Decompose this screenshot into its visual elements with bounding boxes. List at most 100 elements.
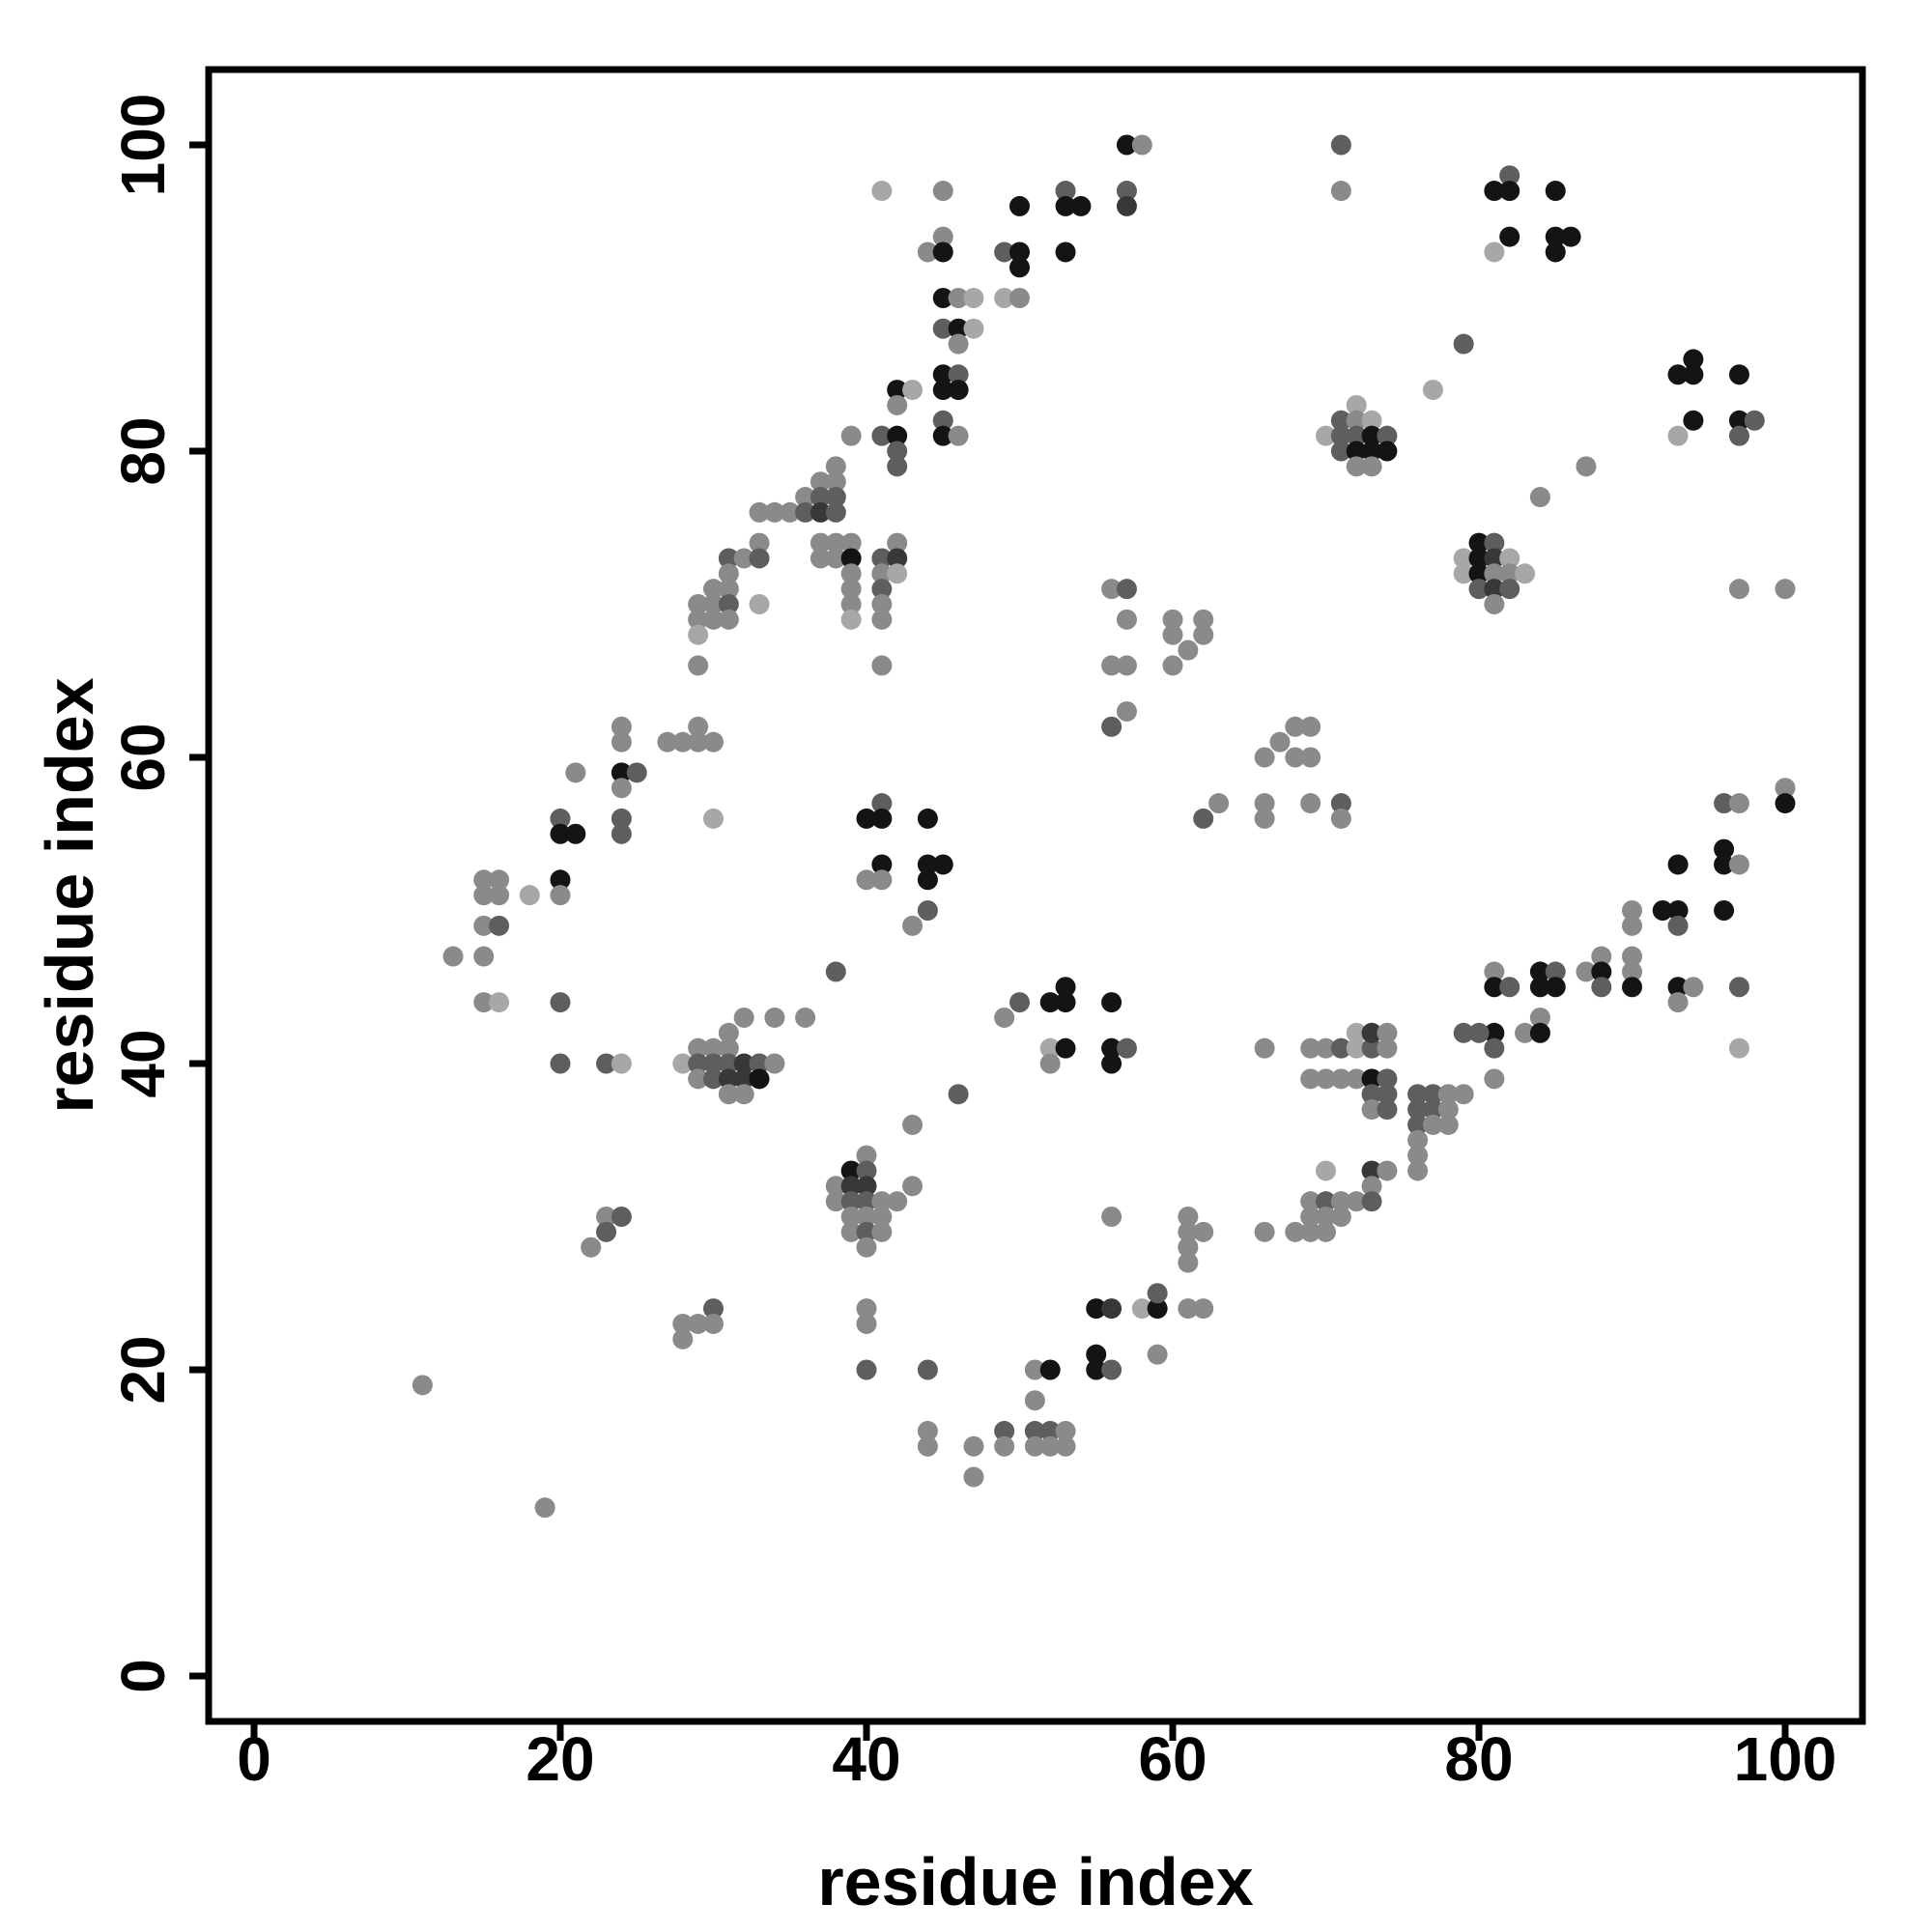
data-point: [1453, 1022, 1474, 1043]
data-point: [902, 1114, 923, 1135]
data-point: [871, 1191, 893, 1212]
data-point: [1024, 1390, 1045, 1411]
data-point: [1361, 1068, 1382, 1090]
data-point: [948, 288, 969, 308]
data-point: [1652, 900, 1673, 921]
x-axis-title: residue index: [817, 1844, 1253, 1919]
data-point: [963, 318, 984, 339]
data-point: [749, 1068, 770, 1090]
data-point: [825, 532, 846, 554]
data-point: [917, 808, 938, 829]
data-point: [1667, 992, 1689, 1013]
data-point: [856, 1298, 877, 1320]
data-point: [1147, 1283, 1168, 1304]
data-point: [1453, 1084, 1474, 1105]
data-point: [932, 242, 953, 263]
data-point: [1162, 655, 1183, 676]
plot-box: [205, 66, 1866, 1725]
data-point: [1116, 609, 1137, 630]
data-point: [1330, 425, 1351, 446]
data-point: [688, 1053, 709, 1074]
data-point: [932, 226, 953, 247]
data-point: [672, 1053, 694, 1074]
data-point: [825, 961, 846, 982]
data-point: [825, 471, 846, 493]
data-point: [473, 946, 495, 967]
data-point: [764, 1007, 785, 1028]
data-point: [611, 1207, 632, 1227]
data-point: [1346, 425, 1367, 446]
data-point: [611, 808, 632, 829]
data-point: [703, 1053, 724, 1074]
data-point: [1316, 1221, 1336, 1242]
data-point: [718, 548, 739, 569]
data-point: [856, 869, 877, 891]
data-point: [840, 1221, 862, 1242]
data-point: [1667, 854, 1689, 875]
data-point: [489, 915, 510, 936]
data-point: [703, 579, 724, 600]
data-point: [1529, 961, 1550, 982]
data-point: [1484, 579, 1505, 600]
data-point: [1285, 716, 1306, 737]
data-point: [825, 501, 846, 523]
data-point: [856, 1359, 877, 1380]
data-point: [1330, 1191, 1351, 1212]
data-point: [550, 808, 571, 829]
data-point: [1499, 579, 1520, 600]
data-point: [550, 1053, 571, 1074]
data-point: [1346, 440, 1367, 462]
data-point: [840, 563, 862, 584]
data-point: [994, 242, 1015, 263]
data-point: [948, 364, 969, 385]
data-point: [1131, 134, 1152, 156]
data-point: [810, 471, 831, 493]
data-point: [1468, 579, 1490, 600]
data-point: [825, 487, 846, 508]
data-point: [1499, 226, 1520, 247]
data-point: [1178, 1252, 1199, 1273]
data-point: [1330, 134, 1351, 156]
data-point: [1361, 1191, 1382, 1212]
data-point: [1728, 425, 1749, 446]
data-point: [1775, 778, 1796, 799]
data-point: [1545, 181, 1566, 202]
data-point: [473, 885, 495, 906]
x-axis-ticks: 0 20 40 60 80 100: [237, 1721, 1836, 1794]
data-point: [611, 716, 632, 737]
data-point: [795, 487, 816, 508]
data-point: [1377, 425, 1398, 446]
data-point: [948, 1084, 969, 1105]
data-point: [703, 1313, 724, 1334]
data-point: [1499, 181, 1520, 202]
data-point: [749, 594, 770, 614]
data-point: [856, 1236, 877, 1258]
data-point: [932, 364, 953, 385]
data-point: [733, 548, 754, 569]
data-point: [1361, 425, 1382, 446]
data-point: [1346, 456, 1367, 477]
data-point: [887, 425, 908, 446]
data-point: [1683, 364, 1704, 385]
data-point: [764, 1053, 785, 1074]
data-point: [1622, 915, 1642, 936]
y-axis-ticks: 0 20 40 60 80 100: [108, 94, 209, 1693]
data-point: [1622, 961, 1642, 982]
data-point: [856, 1207, 877, 1227]
data-point: [1316, 1207, 1336, 1227]
data-point: [1484, 181, 1505, 202]
data-point: [1178, 639, 1199, 661]
data-point: [749, 1053, 770, 1074]
data-point: [1300, 1221, 1321, 1242]
data-points: [412, 134, 1796, 1519]
data-point: [932, 425, 953, 446]
data-point: [1515, 1022, 1536, 1043]
data-point: [672, 1328, 694, 1350]
data-point: [749, 532, 770, 554]
data-point: [1714, 793, 1735, 814]
data-point: [1178, 1298, 1199, 1320]
data-point: [1316, 425, 1336, 446]
data-point: [856, 1313, 877, 1334]
data-point: [795, 1007, 816, 1028]
